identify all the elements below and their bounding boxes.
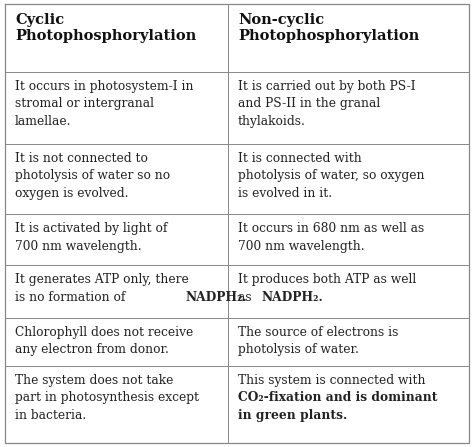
Text: is no formation of: is no formation of bbox=[15, 291, 129, 304]
Text: Non-cyclic
Photophosphorylation: Non-cyclic Photophosphorylation bbox=[238, 13, 419, 43]
Text: NADPH₂.: NADPH₂. bbox=[185, 291, 247, 304]
Text: It occurs in 680 nm as well as
700 nm wavelength.: It occurs in 680 nm as well as 700 nm wa… bbox=[238, 222, 424, 253]
Text: NADPH₂.: NADPH₂. bbox=[261, 291, 323, 304]
Text: Cyclic
Photophosphorylation: Cyclic Photophosphorylation bbox=[15, 13, 196, 43]
Text: Chlorophyll does not receive
any electron from donor.: Chlorophyll does not receive any electro… bbox=[15, 326, 193, 356]
Text: CO₂-fixation and is dominant: CO₂-fixation and is dominant bbox=[238, 392, 438, 405]
Text: It is activated by light of
700 nm wavelength.: It is activated by light of 700 nm wavel… bbox=[15, 222, 167, 253]
Text: The system does not take
part in photosynthesis except
in bacteria.: The system does not take part in photosy… bbox=[15, 374, 199, 422]
Text: It is carried out by both PS-I
and PS-II in the granal
thylakoids.: It is carried out by both PS-I and PS-II… bbox=[238, 80, 416, 128]
Text: It produces both ATP as well: It produces both ATP as well bbox=[238, 274, 416, 287]
Text: It is connected with
photolysis of water, so oxygen
is evolved in it.: It is connected with photolysis of water… bbox=[238, 152, 424, 200]
Text: in green plants.: in green plants. bbox=[238, 409, 347, 422]
Text: It generates ATP only, there: It generates ATP only, there bbox=[15, 274, 189, 287]
Text: as: as bbox=[238, 291, 255, 304]
Text: This system is connected with: This system is connected with bbox=[238, 374, 426, 387]
Text: The source of electrons is
photolysis of water.: The source of electrons is photolysis of… bbox=[238, 326, 398, 356]
Text: It occurs in photosystem-I in
stromal or intergranal
lamellae.: It occurs in photosystem-I in stromal or… bbox=[15, 80, 194, 128]
Text: It is not connected to
photolysis of water so no
oxygen is evolved.: It is not connected to photolysis of wat… bbox=[15, 152, 170, 200]
